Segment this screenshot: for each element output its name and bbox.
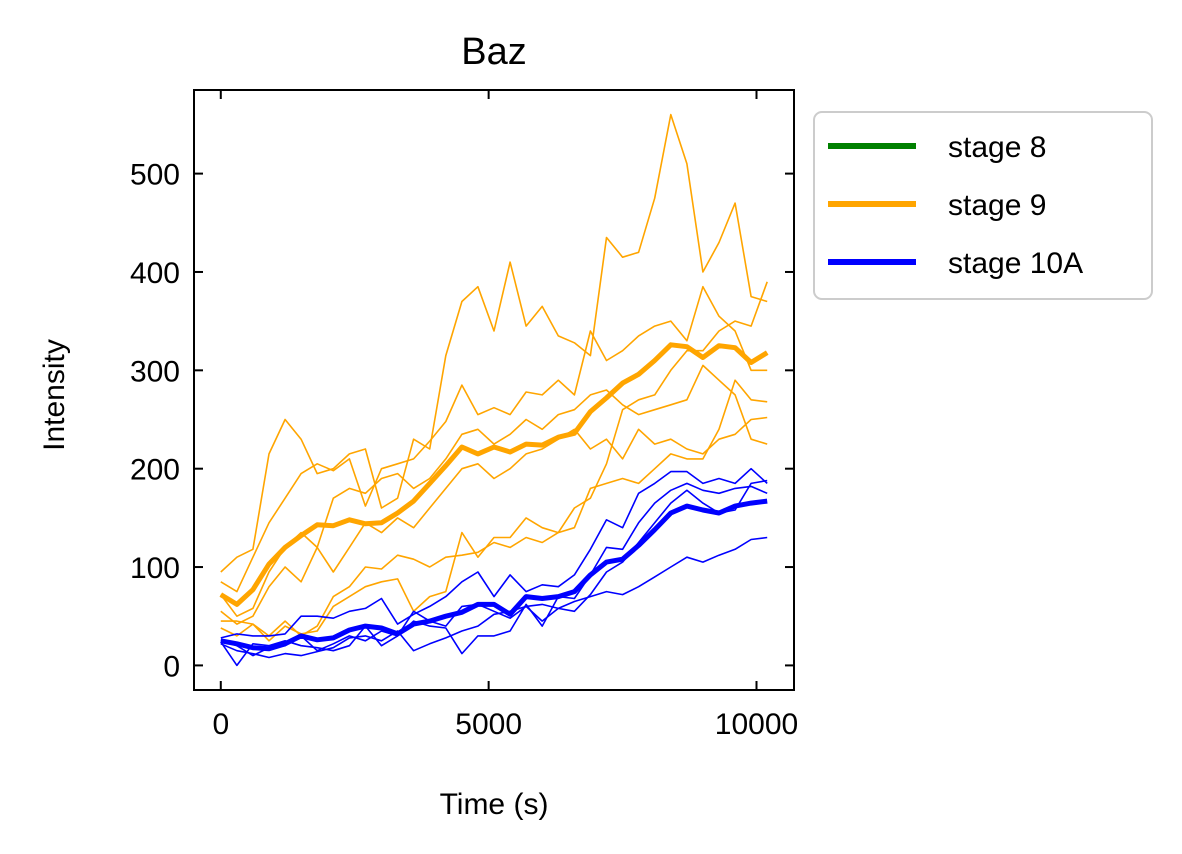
- legend-label: stage 8: [948, 131, 1046, 164]
- y-tick-label: 400: [130, 257, 180, 290]
- legend-label: stage 10A: [948, 247, 1083, 280]
- series-lines: [219, 113, 769, 667]
- x-tick-label: 0: [212, 708, 229, 741]
- x-axis-title: Time (s): [440, 788, 549, 821]
- replicate-line-stage-10a: [220, 482, 768, 657]
- x-tick-label: 5000: [455, 708, 522, 741]
- replicate-line-stage-9: [220, 364, 768, 618]
- chart-title: Baz: [461, 31, 526, 73]
- replicate-line-stage-10a: [220, 467, 768, 639]
- y-tick-label: 500: [130, 159, 180, 192]
- axis-ticks: 0 5000 10000 0 100 200 300 400 500: [130, 90, 798, 741]
- mean-line-stage-9: [219, 342, 769, 607]
- legend-box: [813, 111, 1153, 300]
- y-tick-label: 300: [130, 355, 180, 388]
- legend: stage 8 stage 9 stage 10A: [813, 111, 1153, 300]
- mean-line-stage-10a: [220, 498, 768, 652]
- replicate-line-stage-10a: [220, 536, 768, 659]
- y-tick-label: 0: [163, 650, 180, 683]
- legend-label: stage 9: [948, 189, 1046, 222]
- replicate-line-stage-9: [220, 113, 768, 573]
- y-axis-title: Intensity: [38, 339, 71, 451]
- replicate-line-stage-9: [220, 285, 768, 593]
- y-tick-label: 100: [130, 552, 180, 585]
- y-tick-label: 200: [130, 454, 180, 487]
- replicate-line-stage-9: [220, 281, 768, 642]
- plot-frame: [193, 89, 795, 691]
- replicate-line-stage-9: [220, 379, 768, 637]
- replicate-line-stage-10a: [220, 479, 768, 667]
- x-tick-label: 10000: [715, 708, 798, 741]
- replicate-line-stage-9: [220, 416, 768, 625]
